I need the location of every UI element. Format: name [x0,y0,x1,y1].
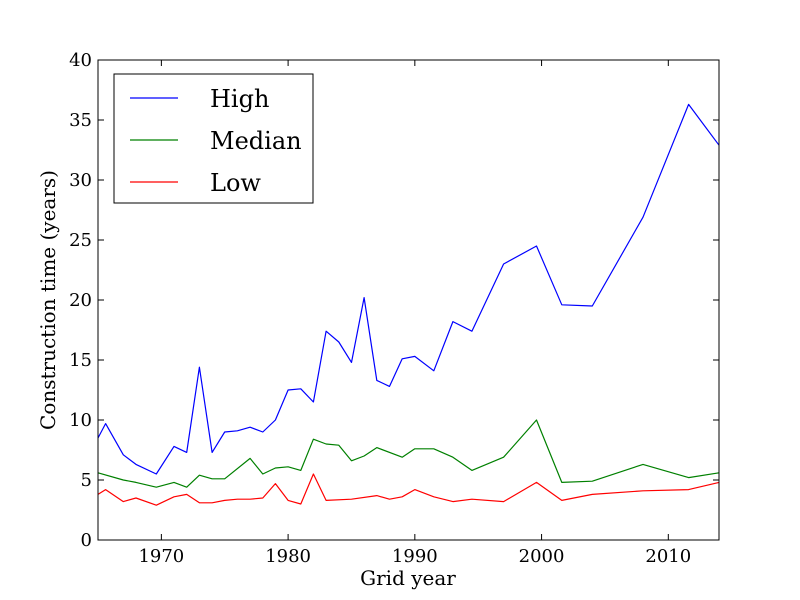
series-line-median [98,420,719,487]
y-tick-label-15: 15 [69,350,92,371]
legend-label-median: Median [210,127,302,155]
y-tick-label-20: 20 [69,290,92,311]
x-tick-label-1990: 1990 [392,546,438,567]
y-tick-label-35: 35 [69,110,92,131]
series-line-low [98,474,719,505]
y-axis-label: Construction time (years) [36,170,60,430]
y-tick-label-10: 10 [69,410,92,431]
legend: High Median Low [114,74,313,203]
x-tick-label-1980: 1980 [265,546,311,567]
x-tick-label-2000: 2000 [519,546,565,567]
y-tick-label-0: 0 [81,530,92,551]
y-tick-label-40: 40 [69,50,92,71]
legend-label-high: High [210,85,269,113]
y-tick-label-30: 30 [69,170,92,191]
y-tick-label-5: 5 [81,470,92,491]
legend-label-low: Low [210,169,261,197]
x-tick-label-2010: 2010 [645,546,691,567]
y-tick-label-25: 25 [69,230,92,251]
x-axis-label: Grid year [360,566,456,590]
x-tick-label-1970: 1970 [138,546,184,567]
